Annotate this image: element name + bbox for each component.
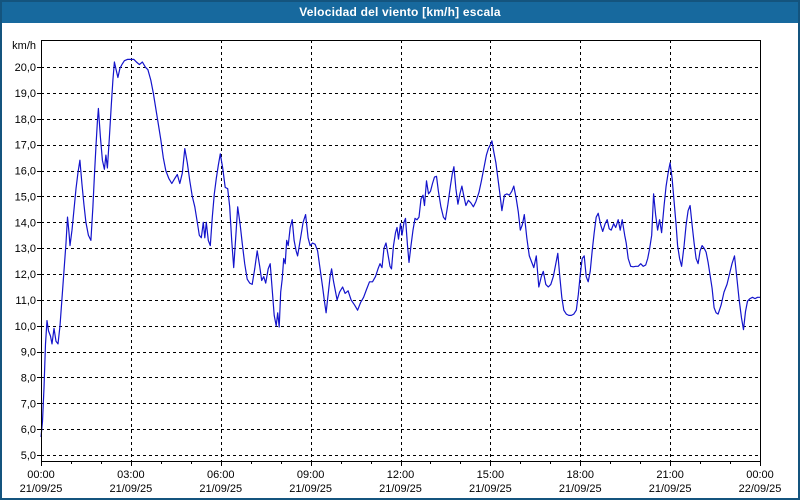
x-tick-time-label: 06:00 — [207, 469, 235, 481]
y-tick-label: 9,0 — [21, 347, 36, 359]
y-tick-label: 8,0 — [21, 372, 36, 384]
x-tick-time-label: 15:00 — [477, 469, 505, 481]
y-tick-label: 7,0 — [21, 398, 36, 410]
series-wind-speed — [40, 58, 760, 438]
x-tick-time-label: 12:00 — [387, 469, 415, 481]
chart-title-bar: Velocidad del viento [km/h] escala — [2, 2, 798, 23]
x-tick-time-label: 03:00 — [117, 469, 145, 481]
x-tick-date-label: 21/09/25 — [379, 483, 422, 495]
y-tick-label: 11,0 — [15, 295, 36, 307]
gridlines — [41, 40, 760, 461]
x-tick-date-label: 21/09/25 — [559, 483, 602, 495]
axis-ticks — [37, 67, 761, 466]
y-tick-label: 17,0 — [15, 140, 36, 152]
x-tick-date-label: 21/09/25 — [469, 483, 512, 495]
x-tick-date-label: 21/09/25 — [649, 483, 692, 495]
x-tick-time-label: 18:00 — [566, 469, 594, 481]
y-axis-unit-label: km/h — [12, 40, 36, 52]
y-tick-label: 6,0 — [21, 424, 36, 436]
x-tick-date-label: 21/09/25 — [109, 483, 152, 495]
y-tick-label: 12,0 — [15, 269, 36, 281]
y-tick-label: 16,0 — [15, 166, 36, 178]
y-tick-label: 19,0 — [15, 88, 36, 100]
x-tick-date-label: 22/09/25 — [739, 483, 782, 495]
x-tick-time-label: 00:00 — [746, 469, 774, 481]
y-tick-label: 5,0 — [21, 450, 36, 462]
y-tick-label: 18,0 — [15, 114, 36, 126]
x-tick-date-label: 21/09/25 — [20, 483, 63, 495]
x-axis-labels: 00:00 21/09/25 03:00 21/09/25 06:00 21/09/25 0… — [20, 469, 782, 495]
series — [40, 58, 760, 438]
y-axis-labels: km/h 20,0 19,0 18,0 17,0 16,0 15,0 14,0 13,0 12,0… — [12, 40, 36, 462]
y-tick-label: 13,0 — [15, 243, 36, 255]
y-tick-label: 10,0 — [15, 321, 36, 333]
y-tick-label: 15,0 — [15, 191, 36, 203]
x-tick-time-label: 21:00 — [656, 469, 684, 481]
chart-title: Velocidad del viento [km/h] escala — [299, 5, 501, 19]
x-tick-time-label: 00:00 — [27, 469, 55, 481]
y-tick-label: 20,0 — [15, 62, 36, 74]
x-tick-time-label: 09:00 — [297, 469, 325, 481]
x-tick-date-label: 21/09/25 — [289, 483, 332, 495]
x-tick-date-label: 21/09/25 — [199, 483, 242, 495]
y-tick-label: 14,0 — [15, 217, 36, 229]
